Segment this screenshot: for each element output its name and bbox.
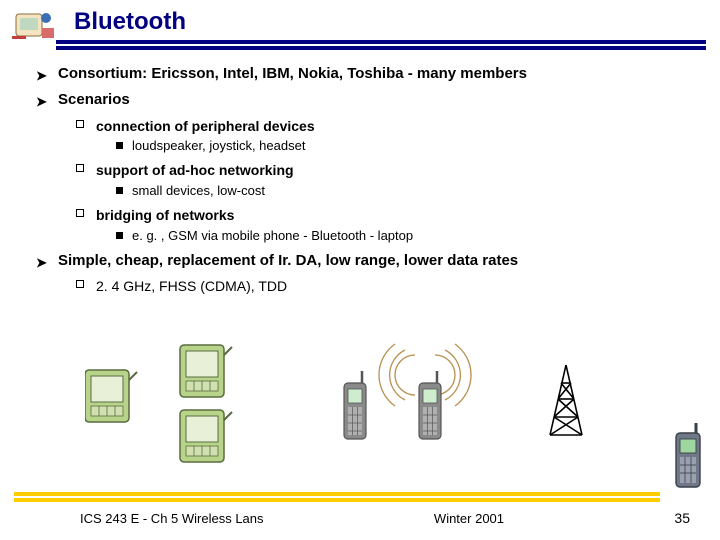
bullet-loudspeaker: loudspeaker, joystick, headset bbox=[32, 138, 700, 155]
title-text: Bluetooth bbox=[74, 8, 186, 35]
square-bullet-icon bbox=[76, 209, 84, 217]
bullet-text: Consortium: Ericsson, Intel, IBM, Nokia,… bbox=[58, 65, 527, 82]
filled-square-bullet-icon bbox=[116, 187, 123, 194]
page-title: Bluetooth bbox=[74, 8, 186, 36]
bullet-text: Simple, cheap, replacement of Ir. DA, lo… bbox=[58, 252, 518, 269]
footer-course: ICS 243 E - Ch 5 Wireless Lans bbox=[80, 511, 264, 526]
square-bullet-icon bbox=[76, 280, 84, 288]
square-bullet-icon bbox=[76, 164, 84, 172]
arrow-bullet-icon: ➤ bbox=[36, 254, 47, 272]
filled-square-bullet-icon bbox=[116, 142, 123, 149]
bullet-consortium: ➤ Consortium: Ericsson, Intel, IBM, Noki… bbox=[32, 64, 700, 84]
footer-rule-1 bbox=[14, 492, 660, 496]
arrow-bullet-icon: ➤ bbox=[36, 93, 47, 111]
bullet-adhoc: support of ad-hoc networking bbox=[32, 161, 700, 180]
network-diagram bbox=[85, 340, 605, 470]
footer-page-number: 35 bbox=[674, 510, 690, 526]
bullet-simple-cheap: ➤ Simple, cheap, replacement of Ir. DA, … bbox=[32, 251, 700, 271]
pda-device-icon bbox=[180, 345, 232, 397]
bullet-text: support of ad-hoc networking bbox=[96, 162, 294, 178]
bullet-peripheral: connection of peripheral devices bbox=[32, 117, 700, 136]
arrow-bullet-icon: ➤ bbox=[36, 67, 47, 85]
title-rule-1 bbox=[56, 40, 706, 44]
mobile-phone-icon bbox=[344, 371, 366, 439]
bullet-text: loudspeaker, joystick, headset bbox=[132, 138, 305, 153]
bullet-small-devices: small devices, low-cost bbox=[32, 183, 700, 200]
bullet-gsm-example: e. g. , GSM via mobile phone - Bluetooth… bbox=[32, 228, 700, 245]
bullet-text: e. g. , GSM via mobile phone - Bluetooth… bbox=[132, 228, 413, 243]
bullet-text: small devices, low-cost bbox=[132, 183, 265, 198]
slide: Bluetooth ➤ Consortium: Ericsson, Intel,… bbox=[0, 0, 720, 540]
pda-device-icon bbox=[180, 410, 232, 462]
bullet-text: connection of peripheral devices bbox=[96, 118, 315, 134]
bullet-text: bridging of networks bbox=[96, 207, 234, 223]
radio-tower-icon bbox=[550, 365, 582, 435]
title-rule-2 bbox=[56, 46, 706, 50]
mobile-phone-icon bbox=[419, 371, 441, 439]
footer: ICS 243 E - Ch 5 Wireless Lans Winter 20… bbox=[80, 510, 690, 526]
corner-logo-icon bbox=[10, 6, 58, 46]
footer-rule-2 bbox=[14, 498, 660, 502]
square-bullet-icon bbox=[76, 120, 84, 128]
content-area: ➤ Consortium: Ericsson, Intel, IBM, Noki… bbox=[32, 58, 700, 296]
bullet-text: Scenarios bbox=[58, 91, 130, 108]
bullet-frequency: 2. 4 GHz, FHSS (CDMA), TDD bbox=[32, 277, 700, 296]
corner-phone-icon bbox=[670, 423, 708, 496]
bullet-text: 2. 4 GHz, FHSS (CDMA), TDD bbox=[96, 278, 287, 294]
bullet-bridging: bridging of networks bbox=[32, 206, 700, 225]
filled-square-bullet-icon bbox=[116, 232, 123, 239]
bullet-scenarios: ➤ Scenarios bbox=[32, 90, 700, 110]
footer-term: Winter 2001 bbox=[434, 511, 504, 526]
pda-device-icon bbox=[85, 370, 137, 422]
